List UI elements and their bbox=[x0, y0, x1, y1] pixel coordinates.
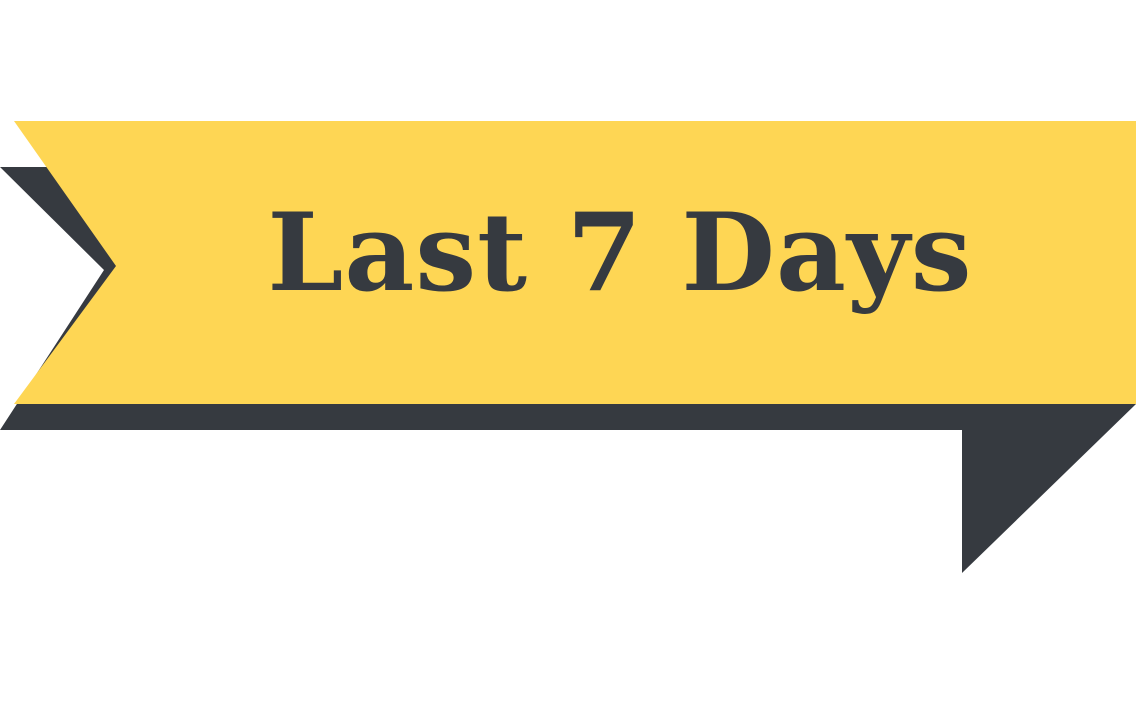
ribbon-main bbox=[14, 121, 1136, 404]
ribbon-fold-tail bbox=[962, 404, 1136, 573]
banner-title: Last 7 Days bbox=[267, 190, 973, 316]
